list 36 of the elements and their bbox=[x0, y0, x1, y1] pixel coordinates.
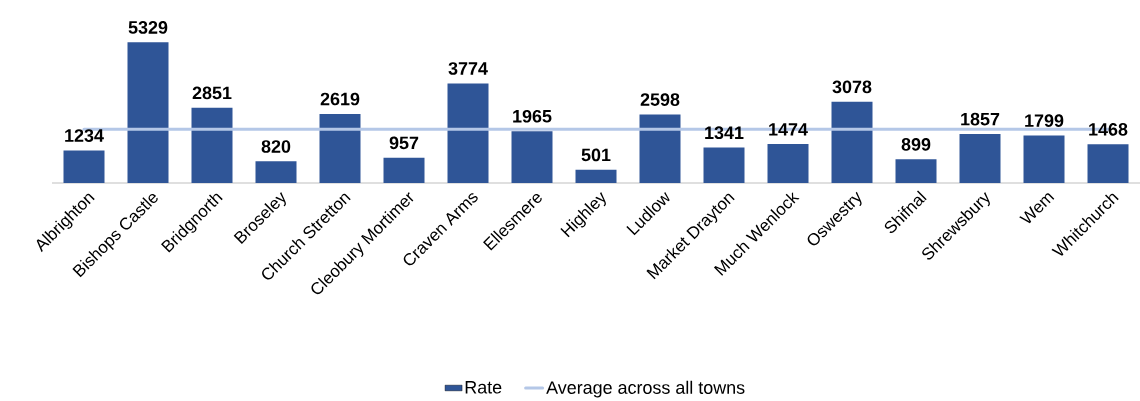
data-label: 3078 bbox=[832, 80, 872, 94]
legend-label: Average across all towns bbox=[546, 380, 745, 398]
data-label: 1799 bbox=[1025, 114, 1064, 127]
data-label: 501 bbox=[581, 148, 611, 162]
data-label: 2598 bbox=[640, 93, 680, 106]
bar bbox=[831, 101, 873, 183]
bar bbox=[767, 144, 809, 183]
data-label: 1341 bbox=[705, 126, 744, 140]
bar bbox=[127, 42, 169, 183]
bar bbox=[575, 169, 617, 183]
data-label: 1234 bbox=[65, 129, 104, 142]
data-label: 1857 bbox=[961, 112, 1000, 126]
data-label: 5329 bbox=[128, 21, 168, 34]
bar bbox=[63, 150, 105, 183]
data-label: 1965 bbox=[513, 109, 552, 123]
bar bbox=[895, 159, 937, 183]
legend-label: Rate bbox=[465, 381, 502, 394]
bar bbox=[703, 147, 745, 183]
data-label: 1468 bbox=[1089, 123, 1128, 136]
bar bbox=[639, 114, 681, 183]
data-label: 3774 bbox=[448, 62, 488, 75]
bar bbox=[1087, 144, 1129, 183]
bar bbox=[1023, 135, 1065, 183]
data-label: 957 bbox=[389, 136, 419, 150]
bar bbox=[191, 107, 233, 183]
data-label: 2851 bbox=[192, 86, 232, 100]
bar bbox=[511, 131, 553, 183]
bar bbox=[319, 113, 361, 183]
data-label: 899 bbox=[901, 138, 931, 151]
bar bbox=[255, 161, 297, 183]
bar bbox=[383, 157, 425, 183]
bar bbox=[959, 133, 1001, 183]
data-label: 820 bbox=[261, 140, 291, 153]
data-label: 1474 bbox=[769, 123, 808, 136]
bar bbox=[447, 83, 489, 183]
data-label: 2619 bbox=[320, 92, 360, 106]
